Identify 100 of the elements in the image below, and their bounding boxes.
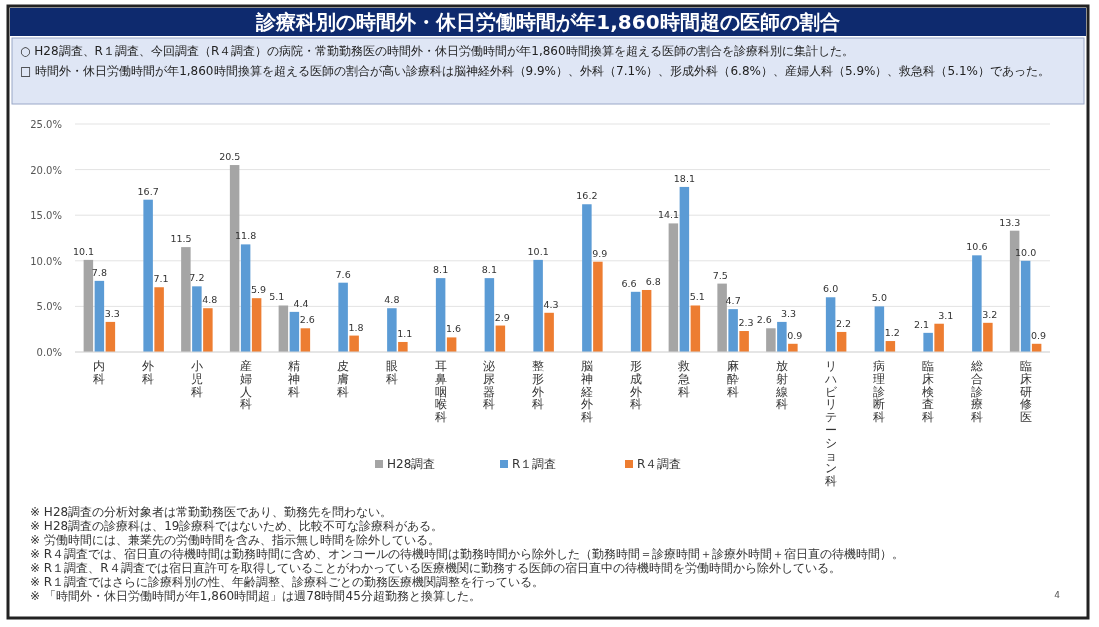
bar [690,305,701,352]
data-label: 3.3 [780,307,796,319]
bar [836,331,847,352]
bar [728,309,738,352]
data-label: 7.2 [189,272,205,284]
bar [495,325,506,352]
y-tick-label: 5.0% [36,301,62,313]
category-label: リハビリテーション科 [824,359,837,489]
bar [435,278,446,352]
x-tick-label: 内科 [93,359,106,386]
data-label: 4.7 [725,295,741,307]
bar [923,332,933,352]
data-label: 6.0 [823,283,839,295]
data-label: 8.1 [481,264,497,276]
x-tick-label: 総合診療科 [969,359,983,425]
data-label: 5.9 [250,284,266,296]
x-tick-label: 麻酔科 [727,359,740,399]
data-label: 16.7 [137,185,159,197]
data-label: 7.6 [335,268,351,280]
data-label: 5.1 [269,291,285,303]
y-tick-label: 25.0% [30,119,62,130]
bar [874,306,885,352]
data-label: 10.1 [72,245,95,257]
bar [154,287,164,352]
x-tick-label: 脳神経外科 [579,359,593,425]
data-label: 4.8 [202,294,218,306]
y-tick-label: 10.0% [30,255,62,267]
x-tick-label: 臨床研修医 [1019,359,1032,425]
bar [240,244,251,352]
bar [251,298,262,352]
data-label: 2.6 [756,314,772,326]
bar [972,255,982,352]
x-tick-label: 救急科 [677,359,691,399]
bar [641,289,652,352]
bar [289,311,300,352]
legend-label: R１調査 [512,457,557,471]
data-label: 7.1 [153,273,169,285]
chart-title: 診療科別の時間外・休日労働時間が年1,860時間超の医師の割合 [255,10,840,34]
bar [788,343,798,352]
data-label: 4.4 [293,297,309,309]
chart-subtitle: ○ H28調査、R１調査、今回調査（R４調査）の病院・常勤勤務医の時間外・休日労働時間が年1,860時間換算を超える医師の割合を診療科別に集計した。 □ 時間外・休日労働時間が年1,860時間換算を超える医師の割合が高い診療科は脳神経外科（9.9%）、外科（7.1%）、形成外科（6.8%）、産婦人科（5.9%）、救急科（5.1%）であった。 [20,44,1050,78]
data-label: 13.3 [999,216,1021,228]
data-label: 0.9 [1030,329,1046,341]
x-tick-label: 皮膚科 [337,359,350,399]
bar [679,186,690,352]
bar [593,261,603,352]
bar [983,322,993,352]
y-tick-label: 20.0% [30,164,62,176]
y-tick-label: 15.0% [30,210,62,222]
data-label: 2.2 [835,317,851,329]
bar [484,278,495,352]
legend-label: H28調査 [387,457,436,471]
bar [94,280,105,352]
data-label: 20.5 [219,151,241,163]
x-tick-label: 耳鼻咽喉科 [434,359,447,425]
data-label: 9.9 [592,247,608,259]
data-label: 1.8 [348,321,364,333]
text: ※ R４調査では、宿日直の待機時間は勤務時間に含め、オンコールの待機時間は勤務時間から除外した（勤務時間＝診療時間＋診療外時間＋宿日直の待機時間）。 [30,547,905,561]
bar [582,204,592,352]
x-tick-label: 病理診断科 [873,359,886,425]
text: ※ H28調査の分析対象者は常勤勤務医であり、勤務先を問わない。 [30,505,393,519]
data-label: 5.0 [871,292,887,304]
bar [300,328,311,352]
data-label: 0.9 [787,329,803,341]
y-tick-label: 0.0% [36,347,62,358]
x-tick-label: 泌尿器科 [483,359,496,412]
bar [1020,260,1031,352]
text: 4 [1054,590,1061,600]
data-label: 1.1 [397,327,413,339]
text: ※ 労働時間には、兼業先の労働時間を含み、指示無し時間を除外している。 [30,533,440,547]
data-label: 2.1 [914,318,930,330]
data-label: 2.9 [494,311,510,323]
data-label: 10.6 [966,241,988,253]
data-label: 7.8 [91,266,107,278]
data-label: 18.1 [673,172,695,184]
text: ※ H28調査の診療科は、19診療科ではないため、比較不可な診療科がある。 [30,519,444,533]
data-label: 14.1 [657,209,680,221]
bar [278,305,289,352]
data-label: 6.8 [645,275,661,287]
x-tick-label: 産婦人科 [239,359,252,412]
data-label: 11.8 [235,230,257,242]
x-tick-label: 外科 [142,359,155,386]
data-label: 4.8 [384,294,400,306]
data-label: 10.0 [1015,246,1037,258]
data-label: 2.3 [738,317,754,329]
data-label: 7.5 [712,269,728,281]
legend-label: R４調査 [637,457,682,471]
x-tick-label: 放射線科 [774,359,788,412]
bar [349,335,359,352]
x-tick-label: 臨床検査科 [922,359,935,425]
data-label: 1.2 [884,327,900,339]
bar [825,297,836,352]
data-label: 16.2 [576,190,598,202]
data-label: 5.1 [689,291,705,303]
bar [630,291,641,352]
data-label: 10.1 [527,245,549,257]
x-tick-label: 形成外科 [629,359,642,412]
bar [387,308,397,352]
x-tick-label: 整形外科 [532,359,545,412]
bar [739,331,749,352]
